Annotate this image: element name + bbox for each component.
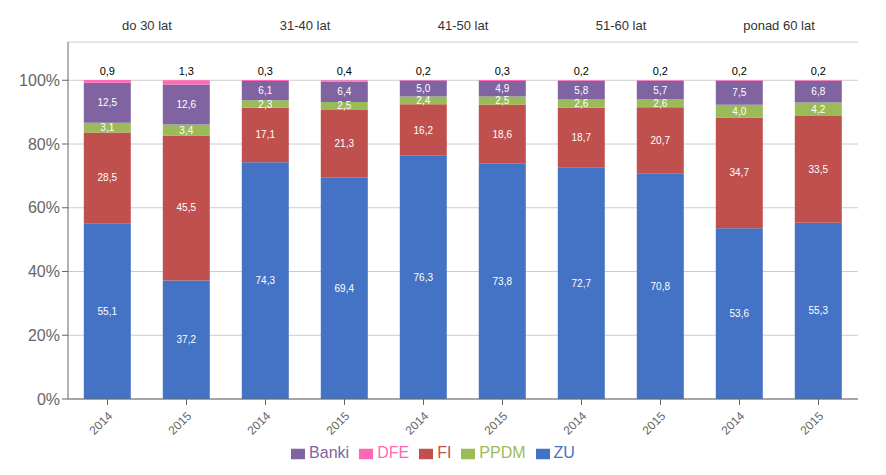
svg-text:7,5: 7,5	[732, 87, 746, 98]
svg-text:3,4: 3,4	[179, 125, 193, 136]
svg-text:55,3: 55,3	[809, 305, 829, 316]
svg-text:6,1: 6,1	[258, 85, 272, 96]
svg-text:100%: 100%	[19, 72, 60, 89]
svg-text:2,5: 2,5	[495, 95, 509, 106]
svg-text:80%: 80%	[28, 136, 60, 153]
svg-text:34,7: 34,7	[730, 167, 750, 178]
svg-text:2015: 2015	[639, 409, 668, 438]
svg-text:2,5: 2,5	[337, 100, 351, 111]
svg-text:2014: 2014	[402, 409, 431, 438]
html-text:ZU: ZU	[553, 444, 575, 461]
svg-text:20%: 20%	[28, 327, 60, 344]
svg-text:70,8: 70,8	[651, 281, 671, 292]
svg-text:2014: 2014	[244, 409, 273, 438]
svg-text:6,8: 6,8	[811, 86, 825, 97]
svg-text:16,2: 16,2	[414, 125, 434, 136]
svg-text:0%: 0%	[37, 391, 60, 408]
svg-text:5,0: 5,0	[416, 83, 430, 94]
svg-text:0,2: 0,2	[653, 65, 668, 77]
svg-text:60%: 60%	[28, 199, 60, 216]
svg-text:2014: 2014	[560, 409, 589, 438]
svg-text:51-60 lat: 51-60 lat	[596, 18, 647, 33]
svg-text:31-40 lat: 31-40 lat	[280, 18, 331, 33]
svg-text:18,6: 18,6	[493, 129, 513, 140]
svg-text:2014: 2014	[718, 409, 747, 438]
svg-text:0,2: 0,2	[416, 65, 431, 77]
svg-text:69,4: 69,4	[335, 283, 355, 294]
svg-text:28,5: 28,5	[98, 172, 118, 183]
svg-text:4,9: 4,9	[495, 83, 509, 94]
html-text:DFE: DFE	[377, 444, 410, 461]
svg-text:5,7: 5,7	[653, 85, 667, 96]
svg-text:40%: 40%	[28, 263, 60, 280]
svg-text:0,2: 0,2	[574, 65, 589, 77]
svg-text:2,6: 2,6	[653, 98, 667, 109]
svg-text:0,2: 0,2	[811, 65, 826, 77]
svg-text:2,6: 2,6	[574, 98, 588, 109]
svg-text:2015: 2015	[323, 409, 352, 438]
svg-text:18,7: 18,7	[572, 132, 592, 143]
svg-text:2015: 2015	[481, 409, 510, 438]
html-text:FI: FI	[437, 444, 452, 461]
svg-text:55,1: 55,1	[98, 306, 118, 317]
svg-text:2,3: 2,3	[258, 99, 272, 110]
svg-text:4,0: 4,0	[732, 106, 746, 117]
svg-text:0,9: 0,9	[100, 65, 115, 77]
svg-text:74,3: 74,3	[256, 275, 276, 286]
svg-text:ponad 60 lat: ponad 60 lat	[743, 18, 815, 33]
svg-text:0,4: 0,4	[337, 65, 352, 77]
svg-text:2015: 2015	[797, 409, 826, 438]
svg-text:20,7: 20,7	[651, 135, 671, 146]
svg-text:0,3: 0,3	[258, 65, 273, 77]
svg-text:4,2: 4,2	[811, 104, 825, 115]
svg-text:0,3: 0,3	[495, 65, 510, 77]
svg-text:12,6: 12,6	[177, 99, 197, 110]
svg-text:37,2: 37,2	[177, 334, 197, 345]
svg-text:6,4: 6,4	[337, 86, 351, 97]
html-text:PPDM: PPDM	[479, 444, 526, 461]
svg-text:do 30 lat: do 30 lat	[122, 18, 172, 33]
html-text:Banki: Banki	[309, 444, 350, 461]
svg-text:33,5: 33,5	[809, 164, 829, 175]
svg-text:2014: 2014	[86, 409, 115, 438]
svg-text:5,8: 5,8	[574, 85, 588, 96]
svg-text:41-50 lat: 41-50 lat	[438, 18, 489, 33]
svg-text:17,1: 17,1	[256, 129, 276, 140]
svg-text:0,2: 0,2	[732, 65, 747, 77]
svg-text:12,5: 12,5	[98, 97, 118, 108]
svg-text:76,3: 76,3	[414, 272, 434, 283]
svg-text:45,5: 45,5	[177, 202, 197, 213]
svg-text:73,8: 73,8	[493, 276, 513, 287]
svg-text:3,1: 3,1	[100, 122, 114, 133]
svg-text:21,3: 21,3	[335, 138, 355, 149]
svg-text:53,6: 53,6	[730, 308, 750, 319]
svg-text:2,4: 2,4	[416, 95, 430, 106]
svg-text:1,3: 1,3	[179, 65, 194, 77]
svg-text:72,7: 72,7	[572, 278, 592, 289]
svg-text:2015: 2015	[165, 409, 194, 438]
